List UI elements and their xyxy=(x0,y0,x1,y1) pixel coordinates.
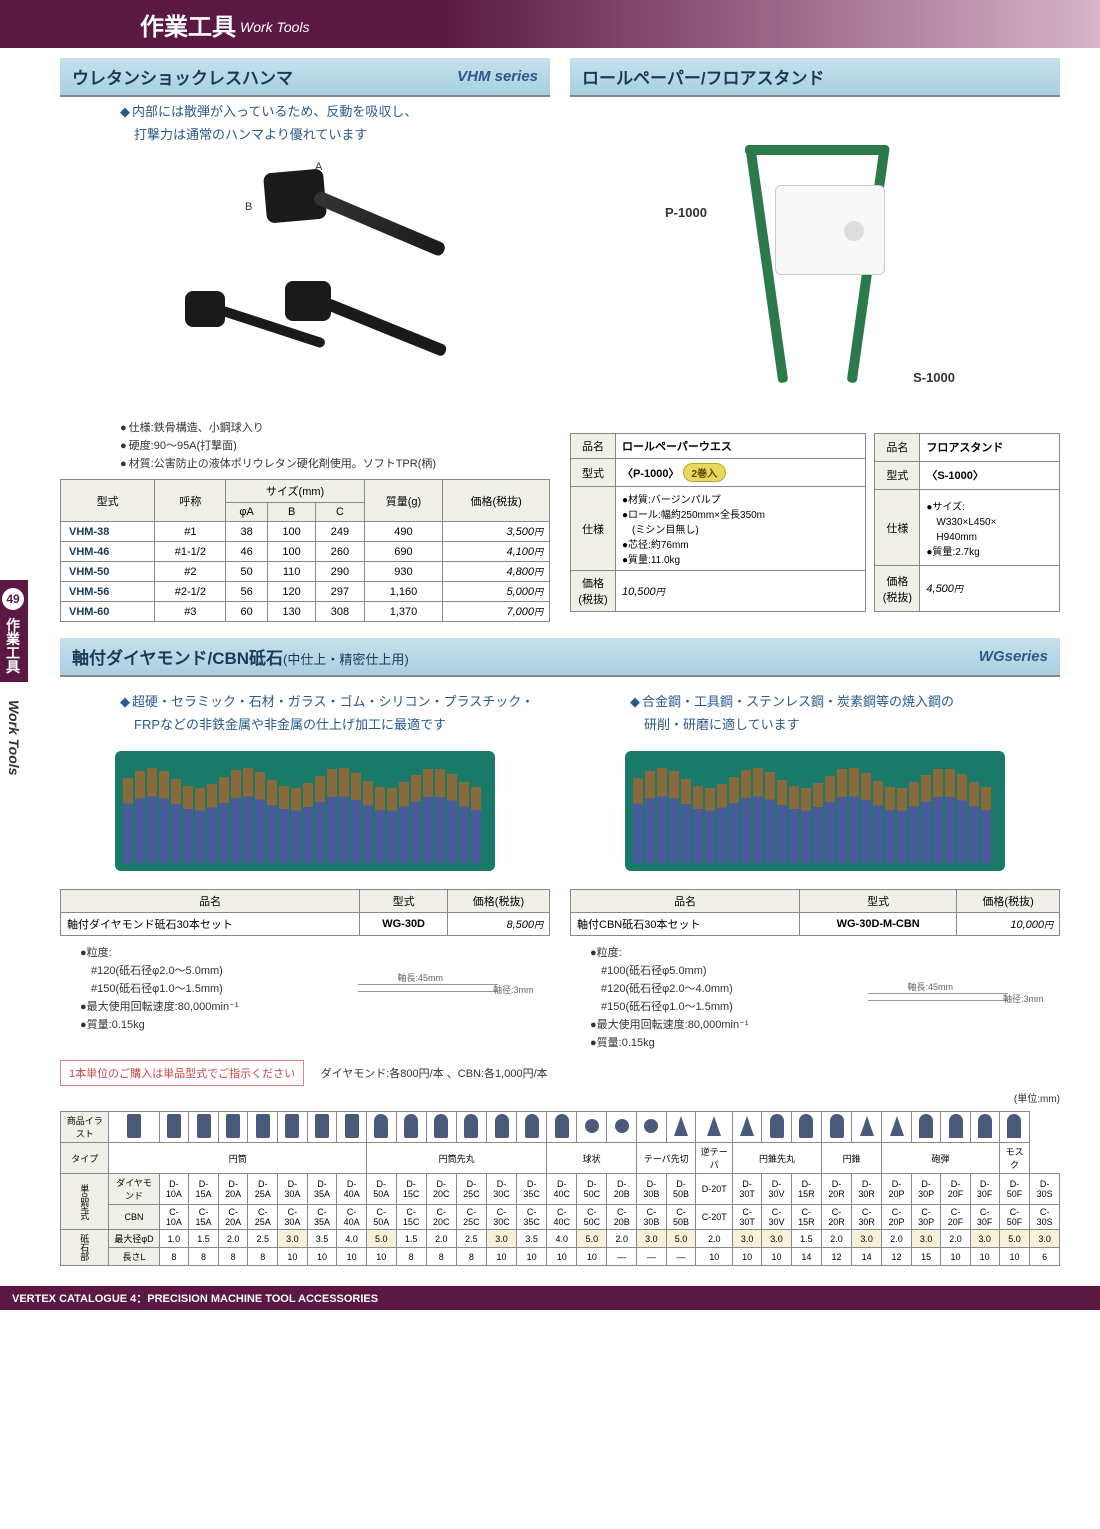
hammer-section: ウレタンショックレスハンマ VHM series 内部には散弾が入っているため、… xyxy=(60,58,550,622)
paper-section: ロールペーパー/フロアスタンド P-1000 S-1000 品名 ロールペーパー… xyxy=(570,58,1060,622)
wg-header: 軸付ダイヤモンド/CBN砥石(中仕上・精密仕上用) WGseries xyxy=(60,638,1060,677)
header-title-jp: 作業工具 xyxy=(140,7,236,42)
hammer-spec1: 仕様:鉄骨構造、小鋼球入り xyxy=(60,419,550,435)
page-number: 49 xyxy=(2,588,24,610)
wg-image-left xyxy=(60,741,550,881)
shaft-diagram-right: 軸長:45mm 軸径:3mm xyxy=(815,942,1060,1052)
wg-note: 1本単位のご購入は単品型式でご指示ください xyxy=(60,1060,304,1086)
wg-table-left: 品名型式価格(税抜) 軸付ダイヤモンド砥石30本セットWG-30D8,500円 xyxy=(60,889,550,936)
paper-title: ロールペーパー/フロアスタンド xyxy=(582,64,825,89)
shapes-table: 商品イラスト タイプ円筒円筒先丸球状テーパ先切逆テーパ円錐先丸円錐砲弾モスク 単… xyxy=(60,1111,1060,1266)
wg-note2: ダイヤモンド:各800円/本 、CBN:各1,000円/本 xyxy=(321,1068,548,1080)
paper-table-left: 品名 ロールペーパーウエス 型式 〈P-1000〉 2巻入 仕様 ●材質:バージ… xyxy=(570,433,866,612)
paper-table-right: 品名 フロアスタンド 型式 〈S-1000〉 仕様 ●サイズ: W330×L45… xyxy=(874,433,1060,612)
wg-right: 合金鋼・工具鋼・ステンレス鋼・炭素鋼等の焼入鋼の 研削・研磨に適しています 品名… xyxy=(570,687,1060,1052)
hammer-series: VHM series xyxy=(457,68,538,85)
page-header: 作業工具 Work Tools xyxy=(0,0,1100,48)
side-label-en: Work Tools xyxy=(6,700,22,775)
side-label-jp: 作業工具 xyxy=(5,618,21,674)
hammer-title: ウレタンショックレスハンマ xyxy=(72,64,293,89)
footer: VERTEX CATALOGUE 4：PRECISION MACHINE TOO… xyxy=(0,1286,1100,1310)
wg-image-right xyxy=(570,741,1060,881)
wg-table-right: 品名型式価格(税抜) 軸付CBN砥石30本セットWG-30D-M-CBN10,0… xyxy=(570,889,1060,936)
hammer-desc: 内部には散弾が入っているため、反動を吸収し、 xyxy=(60,101,550,120)
hammer-table: 型式 呼称 サイズ(mm) 質量(g) 価格(税抜) φA B C VHM-38… xyxy=(60,479,550,622)
hammer-spec3: 材質:公害防止の液体ポリウレタン硬化剤使用。ソフトTPR(柄) xyxy=(60,455,550,471)
shaft-diagram: 軸長:45mm 軸径:3mm xyxy=(305,942,550,1034)
stand-image: P-1000 S-1000 xyxy=(570,105,1060,425)
hammer-image: A B C xyxy=(60,151,550,411)
hammer-spec2: 硬度:90～95A(打撃面) xyxy=(60,437,550,453)
header-title-en: Work Tools xyxy=(240,19,310,35)
hammer-desc2: 打撃力は通常のハンマより優れています xyxy=(60,124,550,143)
unit-note: (単位:mm) xyxy=(60,1090,1060,1105)
wg-left: 超硬・セラミック・石材・ガラス・ゴム・シリコン・プラスチック・ FRPなどの非鉄… xyxy=(60,687,550,1052)
side-tab: 49 作業工具 xyxy=(0,580,28,682)
